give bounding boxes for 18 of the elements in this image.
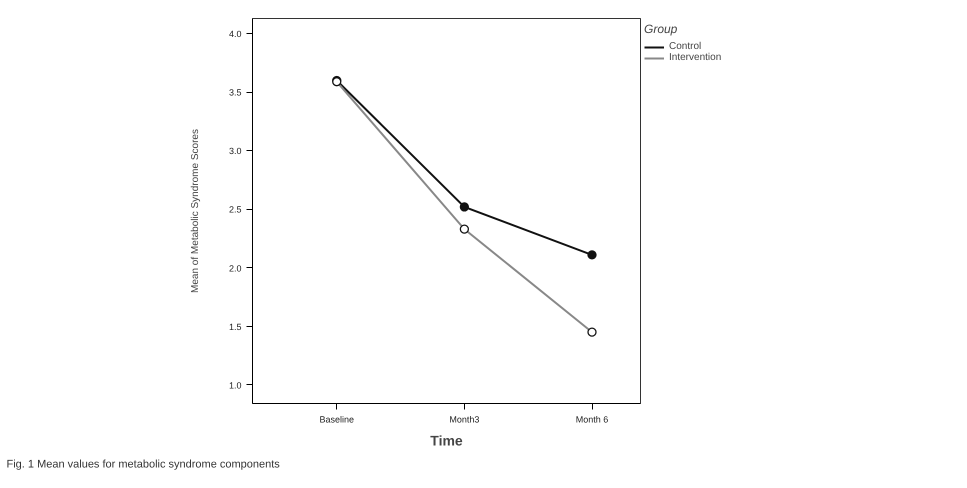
caption: Fig. 1 Mean values for metabolic syndrome components [6, 458, 280, 470]
x-tick-label: Month3 [449, 414, 480, 424]
x-tick-label: Baseline [319, 414, 354, 424]
y-tick-label: 2.0 [228, 263, 242, 274]
y-tick-label: 1.0 [228, 380, 242, 390]
x-tick-label: Month 6 [576, 414, 608, 424]
x-axis-title: Time [430, 432, 463, 448]
point [587, 250, 597, 260]
y-axis-title: Mean of Metabolic Syndrome Scores [190, 129, 201, 293]
y-tick-label: 2.5 [228, 204, 242, 215]
legend-title: Group [644, 22, 678, 36]
y-tick-label: 3.5 [228, 88, 242, 98]
legend-label: Intervention [669, 52, 722, 63]
y-tick-label: 3.0 [228, 146, 242, 156]
y-tick-label: 1.5 [228, 322, 242, 332]
point [460, 202, 470, 212]
legend-label: Control [669, 41, 702, 52]
y-tick-label: 4.0 [228, 29, 242, 40]
